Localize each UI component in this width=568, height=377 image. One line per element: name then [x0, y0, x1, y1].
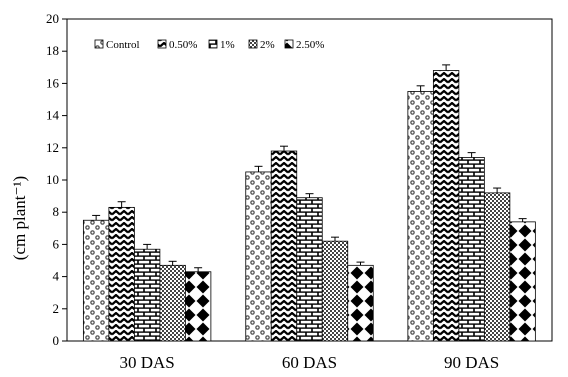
y-tick-label: 8	[53, 204, 60, 219]
y-tick-label: 10	[46, 172, 59, 187]
x-axis: 30 DAS 60 DAS 90 DAS	[120, 353, 500, 372]
bar-2--60-DAS	[321, 240, 349, 342]
bar-Control-90-DAS	[407, 91, 434, 342]
y-tick-label: 6	[53, 236, 60, 251]
y-tick-label: 0	[53, 333, 60, 348]
y-tick-label: 20	[46, 11, 59, 26]
bar-2--90-DAS	[483, 192, 511, 342]
legend-label: 2.50%	[296, 39, 324, 51]
bar-Control-60-DAS	[245, 171, 272, 342]
x-tick-label: 90 DAS	[444, 353, 499, 372]
bar-0-50--60-DAS	[270, 150, 298, 342]
legend-swatch	[208, 39, 218, 49]
bar-0-50--90-DAS	[432, 70, 460, 342]
x-tick-label: 30 DAS	[120, 353, 175, 372]
bar-1--30-DAS	[133, 248, 161, 342]
bar-2--30-DAS	[159, 264, 186, 342]
legend-swatch	[94, 39, 104, 49]
legend-swatch	[248, 39, 258, 49]
y-tick-label: 14	[46, 108, 60, 123]
y-tick-label: 2	[53, 301, 60, 316]
legend-label: Control	[106, 39, 140, 51]
y-axis-label: (cm plant⁻¹)	[10, 176, 29, 260]
y-tick-label: 18	[46, 43, 59, 58]
x-tick-label: 60 DAS	[282, 353, 337, 372]
legend: Control 0.50% 1% 2% 2.50%	[94, 39, 324, 51]
y-tick-label: 16	[46, 75, 60, 90]
legend-label: 2%	[260, 39, 275, 51]
bar-1--60-DAS	[296, 197, 323, 342]
bar-2-50--60-DAS	[347, 264, 374, 342]
legend-swatch	[157, 39, 167, 49]
y-tick-label: 4	[53, 269, 60, 284]
bar-Control-30-DAS	[82, 219, 110, 342]
legend-swatch	[284, 39, 294, 49]
bar-2-50--30-DAS	[184, 271, 212, 342]
bar-0-50--30-DAS	[108, 206, 135, 342]
y-axis: 0 2 4 6 8 10 12 14 16 18 20	[46, 11, 67, 348]
legend-label: 1%	[220, 39, 235, 51]
y-tick-label: 12	[46, 140, 59, 155]
bar-2-50--90-DAS	[509, 221, 536, 342]
bars-group	[82, 64, 536, 342]
legend-label: 0.50%	[169, 39, 197, 51]
bar-1--90-DAS	[458, 157, 485, 342]
